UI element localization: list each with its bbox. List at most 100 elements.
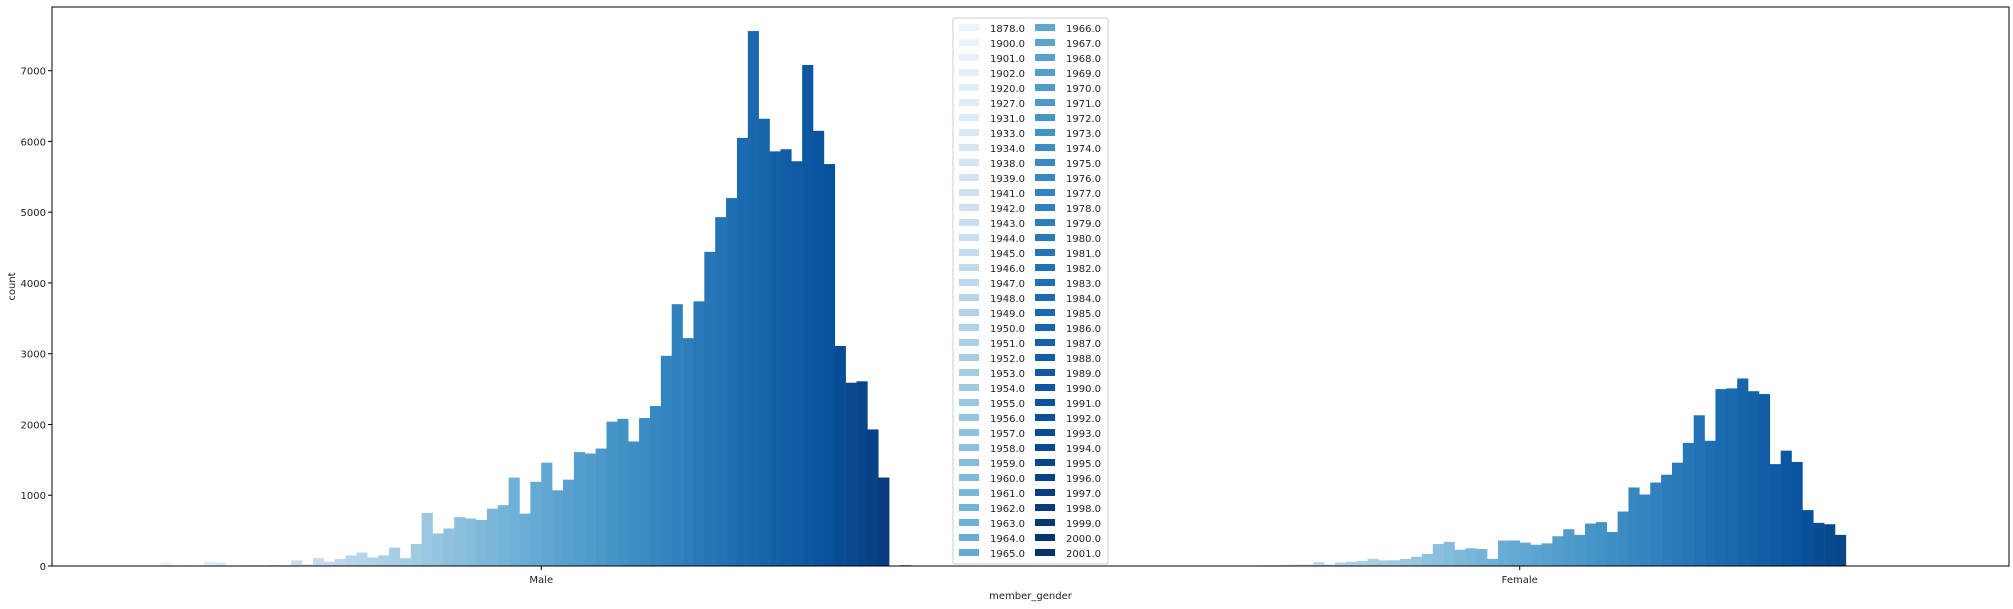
legend-label: 1949.0 <box>990 309 1025 320</box>
legend-label: 1995.0 <box>1066 459 1101 470</box>
bar-1960.0-Male <box>476 520 487 566</box>
legend-swatch <box>959 114 979 121</box>
legend-swatch <box>1035 294 1055 301</box>
y-tick-label: 7000 <box>21 67 46 78</box>
legend-label: 1927.0 <box>990 99 1025 110</box>
legend-swatch <box>1035 144 1055 151</box>
legend-swatch <box>959 339 979 346</box>
legend-label: 1980.0 <box>1066 234 1101 245</box>
bar-1995.0-Female <box>1835 535 1846 566</box>
legend-label: 1991.0 <box>1066 399 1101 410</box>
legend-label: 1994.0 <box>1066 444 1101 455</box>
bar-1990.0-Male <box>802 65 813 566</box>
bar-1946.0-Male <box>324 562 335 566</box>
legend-swatch <box>1035 99 1055 106</box>
legend-label: 1902.0 <box>990 69 1025 80</box>
legend-swatch <box>1035 279 1055 286</box>
legend-swatch <box>959 534 979 541</box>
legend-swatch <box>959 159 979 166</box>
legend-label: 1975.0 <box>1066 159 1101 170</box>
bar-1984.0-Male <box>737 138 748 566</box>
legend-swatch <box>1035 129 1055 136</box>
legend-swatch <box>959 294 979 301</box>
bar-1956.0-Female <box>1411 557 1422 566</box>
bar-1983.0-Male <box>726 198 737 566</box>
legend-swatch <box>959 144 979 151</box>
legend-swatch <box>959 234 979 241</box>
bar-1954.0-Male <box>411 544 422 566</box>
legend-label: 1978.0 <box>1066 204 1101 215</box>
legend-label: 1948.0 <box>990 294 1025 305</box>
legend-swatch <box>1035 324 1055 331</box>
x-axis-label: member_gender <box>989 591 1073 602</box>
legend-label: 1952.0 <box>990 354 1025 365</box>
legend-swatch <box>959 54 979 61</box>
legend-label: 1959.0 <box>990 459 1025 470</box>
bar-1978.0-Female <box>1650 483 1661 567</box>
bar-1955.0-Male <box>422 513 433 566</box>
legend-swatch <box>959 474 979 481</box>
legend-swatch <box>959 414 979 421</box>
legend-label: 2000.0 <box>1066 534 1101 545</box>
legend-swatch <box>959 504 979 511</box>
bar-1964.0-Male <box>520 514 531 566</box>
legend-label: 1963.0 <box>990 519 1025 530</box>
legend-label: 1950.0 <box>990 324 1025 335</box>
bar-1949.0-Female <box>1335 562 1346 566</box>
bar-1959.0-Male <box>465 519 476 566</box>
legend-swatch <box>1035 39 1055 46</box>
bar-1943.0-Male <box>291 560 302 566</box>
legend-label: 1985.0 <box>1066 309 1101 320</box>
legend-label: 1938.0 <box>990 159 1025 170</box>
legend-label: 1958.0 <box>990 444 1025 455</box>
legend-label: 1939.0 <box>990 174 1025 185</box>
legend-swatch <box>959 459 979 466</box>
y-tick-label: 3000 <box>21 350 46 361</box>
legend-label: 1998.0 <box>1066 504 1101 515</box>
bar-1954.0-Female <box>1389 560 1400 566</box>
legend-swatch <box>959 249 979 256</box>
bar-1988.0-Male <box>780 149 791 566</box>
legend-label: 1979.0 <box>1066 219 1101 230</box>
legend-label: 1976.0 <box>1066 174 1101 185</box>
legend-label: 1992.0 <box>1066 414 1101 425</box>
bar-1982.0-Male <box>715 217 726 566</box>
legend-label: 1920.0 <box>990 84 1025 95</box>
bar-1979.0-Male <box>683 338 694 566</box>
legend-swatch <box>959 384 979 391</box>
legend-label: 1986.0 <box>1066 324 1101 335</box>
legend-swatch <box>959 174 979 181</box>
legend-label: 1999.0 <box>1066 519 1101 530</box>
legend-swatch <box>959 369 979 376</box>
legend-label: 1984.0 <box>1066 294 1101 305</box>
bar-1977.0-Female <box>1639 495 1650 566</box>
legend-swatch <box>1035 384 1055 391</box>
bar-1967.0-Male <box>552 490 563 566</box>
bar-1970.0-Male <box>585 453 596 566</box>
bar-1965.0-Female <box>1509 541 1520 566</box>
bar-1982.0-Female <box>1694 415 1705 566</box>
bar-1951.0-Male <box>378 555 389 566</box>
legend-label: 1954.0 <box>990 384 1025 395</box>
bar-1958.0-Male <box>454 517 465 566</box>
legend-swatch <box>1035 189 1055 196</box>
bar-1984.0-Female <box>1715 389 1726 566</box>
y-tick-label: 4000 <box>21 279 46 290</box>
legend-label: 1972.0 <box>1066 114 1101 125</box>
y-tick-label: 6000 <box>21 137 46 148</box>
legend-swatch <box>959 354 979 361</box>
bar-1993.0-Female <box>1813 523 1824 566</box>
legend-label: 1933.0 <box>990 129 1025 140</box>
bar-1981.0-Female <box>1683 443 1694 566</box>
legend-swatch <box>959 69 979 76</box>
bar-1961.0-Female <box>1465 548 1476 566</box>
legend-label: 1965.0 <box>990 549 1025 560</box>
legend-label: 1996.0 <box>1066 474 1101 485</box>
legend-label: 1967.0 <box>1066 39 1101 50</box>
bar-1974.0-Female <box>1607 532 1618 566</box>
legend-label: 1982.0 <box>1066 264 1101 275</box>
legend-label: 1900.0 <box>990 39 1025 50</box>
y-tick-label: 2000 <box>21 420 46 431</box>
legend-swatch <box>1035 114 1055 121</box>
